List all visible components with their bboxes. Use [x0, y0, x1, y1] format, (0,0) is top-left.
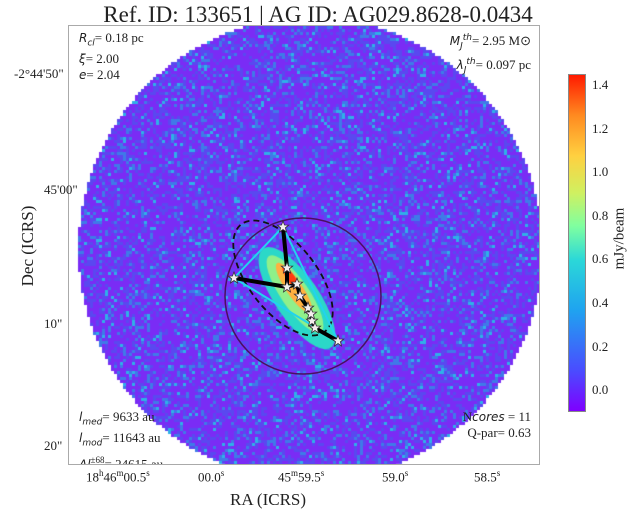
- core-marker: [293, 288, 307, 302]
- x-tick: 58.5s: [474, 468, 501, 485]
- colorbar-tick: 0.8: [592, 207, 609, 223]
- l-med-value: = 9633 au: [102, 409, 155, 424]
- colorbar-label: mJy/beam: [611, 207, 628, 270]
- annotation-top-right: MJth= 2.95 M⊙ λJth= 0.097 pc: [449, 33, 531, 76]
- core-marker: [227, 270, 241, 284]
- colorbar-tick: 1.2: [592, 120, 609, 136]
- core-marker: [331, 333, 345, 347]
- intensity-map: [69, 26, 539, 464]
- colorbar-tick: 1.4: [592, 76, 609, 92]
- core-marker: [280, 279, 294, 293]
- annotation-top-left: Rcl= 0.18 pc ξ= 2.00 e= 2.04: [79, 30, 144, 83]
- annotation-bottom-left: lmed= 9633 au lmod= 11643 au Δl±68= 2461…: [79, 409, 164, 465]
- colorbar: [568, 74, 586, 412]
- y-tick: 10": [44, 316, 63, 331]
- x-tick: 59.0s: [382, 468, 409, 485]
- colorbar-tick: 0.6: [592, 251, 609, 267]
- colorbar-tick: 0.4: [592, 294, 609, 310]
- mst-edge: [281, 226, 289, 269]
- core-marker: [280, 260, 294, 274]
- colorbar-tick: 0.2: [592, 338, 609, 354]
- colorbar-tick: 0.0: [592, 382, 609, 398]
- mst-edge: [233, 276, 288, 289]
- core-marker: [301, 300, 315, 314]
- y-tick: 20": [44, 438, 63, 453]
- chart-title: Ref. ID: 133651 | AG ID: AG029.8628-0.04…: [103, 2, 533, 27]
- x-axis-label: RA (ICRS): [230, 490, 307, 509]
- enclosing-circle: [224, 217, 382, 375]
- core-marker: [276, 219, 290, 233]
- core-marker: [308, 320, 322, 334]
- x-tick: 45m59.5s: [278, 468, 325, 485]
- e-value: = 2.04: [86, 67, 120, 83]
- l-mod-value: = 11643 au: [102, 430, 161, 446]
- core-marker: [290, 276, 304, 290]
- delta-l-value: = 24615 au: [104, 456, 164, 465]
- r-cl-value: = 0.18 pc: [94, 30, 144, 45]
- lambda-j-value: = 0.097 pc: [475, 57, 531, 73]
- y-axis-label: Dec (ICRS): [18, 205, 37, 287]
- annotation-bottom-right: Ncores = 11 Q-par= 0.63: [462, 409, 531, 440]
- plot-area: Rcl= 0.18 pc ξ= 2.00 e= 2.04 MJth= 2.95 …: [68, 25, 540, 465]
- core-marker: [304, 306, 318, 320]
- colorbar-tick: 1.0: [592, 164, 609, 180]
- y-tick: 45'00": [44, 182, 78, 197]
- q-par-value: Q-par= 0.63: [467, 425, 531, 440]
- xi-value: = 2.00: [85, 51, 120, 67]
- overlay: [224, 217, 382, 375]
- n-cores-value: = 11: [507, 409, 531, 424]
- mj-value: = 2.95 M⊙: [471, 33, 531, 48]
- x-tick: 18h46m00.5s: [86, 468, 150, 485]
- convex-hull: [232, 225, 341, 344]
- y-tick: -2°44'50": [14, 66, 64, 81]
- x-tick: 00.0s: [198, 468, 225, 485]
